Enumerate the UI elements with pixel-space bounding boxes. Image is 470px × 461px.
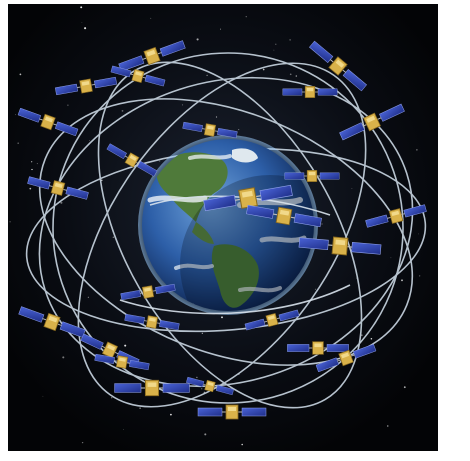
satellite-icon [197, 404, 267, 420]
star [150, 17, 152, 19]
star [62, 356, 65, 359]
star [67, 104, 69, 106]
satellite-icon [118, 40, 186, 72]
star [238, 129, 240, 131]
satellite-icon [339, 103, 405, 141]
satellite-icon [282, 86, 338, 98]
star [31, 161, 33, 163]
satellite-icon [94, 353, 150, 371]
satellite-icon [124, 313, 180, 331]
star [295, 75, 298, 77]
satellite-icon [365, 204, 427, 228]
earth-globe-icon [138, 135, 318, 315]
satellite-icon [114, 379, 190, 397]
star [351, 188, 353, 189]
star [112, 236, 115, 238]
satellite-icon [27, 176, 89, 200]
star [111, 397, 113, 399]
star [31, 168, 33, 171]
star [390, 257, 392, 259]
star [401, 279, 403, 282]
satellite-icon [18, 306, 86, 338]
star [416, 149, 418, 151]
star [159, 160, 161, 162]
satellite-icon [120, 283, 176, 301]
satellite-icon [203, 184, 293, 212]
star [80, 6, 83, 9]
star [314, 288, 316, 290]
star [201, 388, 203, 390]
star [29, 187, 32, 190]
star [321, 223, 323, 225]
star [262, 68, 265, 71]
star [17, 142, 19, 144]
satellite-icon [186, 376, 234, 396]
satellite-icon [315, 343, 377, 373]
star [273, 49, 275, 51]
star [124, 344, 127, 347]
star [89, 140, 90, 142]
star [15, 114, 17, 116]
star [419, 275, 421, 277]
star [19, 73, 22, 76]
star [60, 201, 63, 204]
star [170, 413, 172, 416]
star [289, 73, 292, 76]
star [219, 28, 222, 30]
star [387, 425, 389, 427]
star [121, 110, 124, 112]
star [123, 429, 124, 431]
satellite-icon [287, 341, 349, 355]
star [275, 43, 277, 45]
satellites [17, 40, 427, 420]
star [42, 395, 44, 397]
star [403, 386, 406, 389]
satellite-icon [244, 309, 300, 331]
star [9, 221, 11, 223]
star [370, 337, 373, 340]
satellite-icon [54, 76, 118, 96]
star [346, 66, 348, 67]
satellite-icon [298, 236, 382, 256]
star [196, 376, 198, 379]
orbit-front-arcs [119, 195, 351, 315]
satellite-icon [110, 65, 166, 87]
star [418, 233, 420, 235]
star [215, 116, 218, 118]
star [201, 332, 203, 334]
star [139, 407, 141, 409]
satellite-icon [309, 40, 367, 92]
satellite-icon [17, 107, 79, 137]
satellite-icon [182, 121, 238, 139]
star [206, 74, 208, 77]
satellite-icon [246, 204, 322, 228]
star [84, 27, 87, 30]
star [87, 296, 89, 298]
star [81, 22, 83, 23]
star [36, 163, 38, 165]
star [181, 104, 184, 106]
star [196, 38, 199, 41]
satellite-icon [106, 143, 158, 177]
satellite-icon [284, 170, 340, 182]
star [289, 39, 291, 41]
star [221, 316, 223, 319]
star [81, 441, 84, 444]
star [245, 16, 247, 18]
satellite-icon [80, 333, 140, 367]
star [241, 443, 244, 446]
star [204, 433, 207, 436]
star [361, 334, 363, 336]
